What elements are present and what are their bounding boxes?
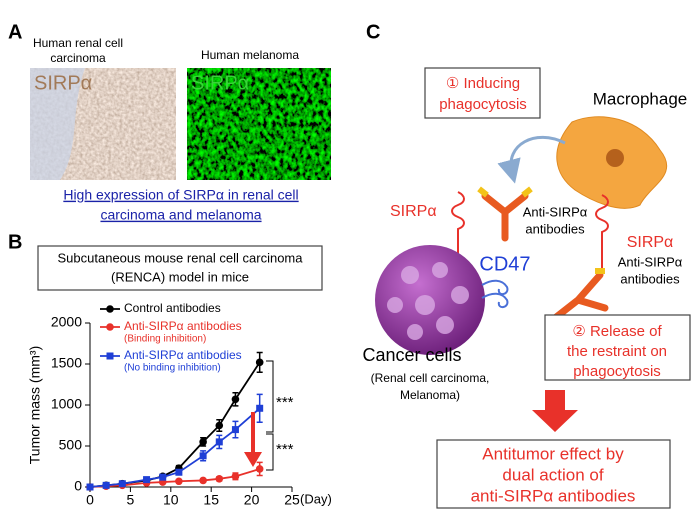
receptor-label: SIRPα bbox=[627, 234, 674, 251]
legend-label: Anti-SIRPα antibodies bbox=[124, 348, 242, 362]
point bbox=[102, 481, 110, 489]
curved-arrow bbox=[497, 136, 566, 184]
image-caption: carcinoma bbox=[50, 51, 106, 65]
x-tick-label: 0 bbox=[86, 492, 94, 508]
point bbox=[175, 477, 183, 486]
cell-types: (Renal cell carcinoma, bbox=[371, 371, 490, 385]
y-axis-label: Tumor mass (mm³) bbox=[27, 346, 43, 464]
x-tick-label: 15 bbox=[203, 492, 219, 508]
cancer-cell-nuclei bbox=[387, 262, 469, 340]
cell-label: Macrophage bbox=[593, 89, 688, 108]
renal-image-region bbox=[30, 68, 85, 180]
legend-marker bbox=[106, 352, 114, 360]
point bbox=[215, 421, 224, 430]
nucleus bbox=[606, 149, 624, 167]
result-text: anti-SIRPα antibodies bbox=[471, 486, 636, 505]
receptor bbox=[595, 194, 609, 268]
step-text: ① Inducing bbox=[446, 75, 520, 92]
summary: carcinoma and melanoma bbox=[100, 207, 261, 223]
antibody-label: antibodies bbox=[620, 271, 680, 286]
receptor bbox=[451, 191, 465, 258]
step-box bbox=[424, 67, 541, 119]
point bbox=[199, 438, 207, 446]
step-text: ② Release of bbox=[572, 323, 662, 340]
model-box bbox=[37, 245, 323, 291]
panel-label: C bbox=[366, 21, 380, 43]
cell-label: Cancer cells bbox=[362, 345, 461, 365]
y-tick-label: 1000 bbox=[51, 396, 82, 412]
antibody bbox=[551, 271, 609, 322]
cell-types: Melanoma) bbox=[400, 388, 460, 402]
chart: 0 500 1000 1500 2000 0 5 10 15 20 25 (Day) Tumor mas… bbox=[27, 301, 332, 508]
antibody-tip bbox=[595, 268, 605, 274]
x-tick-label: 25 bbox=[284, 492, 300, 508]
point bbox=[255, 465, 264, 473]
image-caption: Human renal cell bbox=[33, 36, 123, 50]
point bbox=[231, 426, 239, 434]
result-box bbox=[436, 439, 671, 509]
bracket bbox=[266, 433, 274, 471]
legend-marker bbox=[106, 305, 114, 313]
y-tick-label: 2000 bbox=[51, 314, 82, 330]
point bbox=[256, 404, 264, 412]
point bbox=[159, 473, 167, 481]
arrow bbox=[244, 412, 262, 467]
panel-label: A bbox=[8, 21, 22, 43]
series-line bbox=[89, 361, 261, 488]
series-line bbox=[89, 468, 260, 488]
antibody-label: Anti-SIRPα bbox=[523, 204, 588, 219]
receptor-label: SIRPα bbox=[390, 203, 437, 220]
point bbox=[231, 472, 240, 481]
model-text: Subcutaneous mouse renal cell carcinoma bbox=[58, 250, 304, 265]
significance: *** bbox=[276, 394, 294, 411]
x-tick-label: 10 bbox=[163, 492, 179, 508]
step-box bbox=[544, 314, 691, 381]
legend-label: Anti-SIRPα antibodies bbox=[124, 319, 242, 333]
result-text: dual action of bbox=[502, 465, 603, 484]
legend-note: (No binding inhibition) bbox=[124, 363, 221, 374]
antibody-label: Anti-SIRPα bbox=[618, 254, 683, 269]
y-tick-label: 0 bbox=[74, 478, 82, 494]
y-tick-label: 500 bbox=[59, 437, 83, 453]
panel-label: B bbox=[8, 231, 22, 253]
point bbox=[175, 468, 183, 476]
antibody-label: antibodies bbox=[525, 221, 585, 236]
bracket bbox=[266, 360, 274, 433]
point bbox=[118, 480, 126, 488]
model-text: (RENCA) model in mice bbox=[111, 269, 249, 284]
step-text: phagocytosis bbox=[439, 96, 527, 113]
ligand-label: CD47 bbox=[479, 253, 530, 275]
point bbox=[199, 476, 207, 485]
stain-label: SIRPα bbox=[34, 72, 92, 94]
point bbox=[255, 358, 264, 367]
point bbox=[231, 395, 240, 404]
legend-marker bbox=[106, 323, 114, 331]
point bbox=[86, 483, 94, 491]
antibody-tip bbox=[477, 186, 533, 198]
arrow bbox=[532, 390, 578, 432]
antibody bbox=[481, 192, 529, 242]
point bbox=[143, 476, 151, 484]
legend-label: Control antibodies bbox=[124, 301, 221, 315]
x-tick-label: 5 bbox=[127, 492, 135, 508]
point bbox=[215, 475, 224, 483]
melanoma-image bbox=[187, 68, 331, 180]
x-tick-label: 20 bbox=[244, 492, 260, 508]
summary: High expression of SIRPα in renal cell bbox=[63, 187, 298, 203]
result-text: Antitumor effect by bbox=[482, 444, 624, 463]
step-text: phagocytosis bbox=[573, 363, 661, 380]
ligand bbox=[481, 279, 509, 308]
series-line bbox=[89, 407, 261, 488]
point bbox=[215, 438, 223, 446]
point bbox=[199, 452, 207, 460]
legend-note: (Binding inhibition) bbox=[124, 334, 206, 345]
step-text: the restraint on bbox=[567, 343, 667, 360]
significance: *** bbox=[276, 441, 294, 458]
image-caption: Human melanoma bbox=[201, 48, 299, 62]
x-axis-label: (Day) bbox=[300, 491, 332, 506]
y-tick-label: 1500 bbox=[51, 355, 82, 371]
stain-label: SIRPα bbox=[191, 72, 249, 94]
